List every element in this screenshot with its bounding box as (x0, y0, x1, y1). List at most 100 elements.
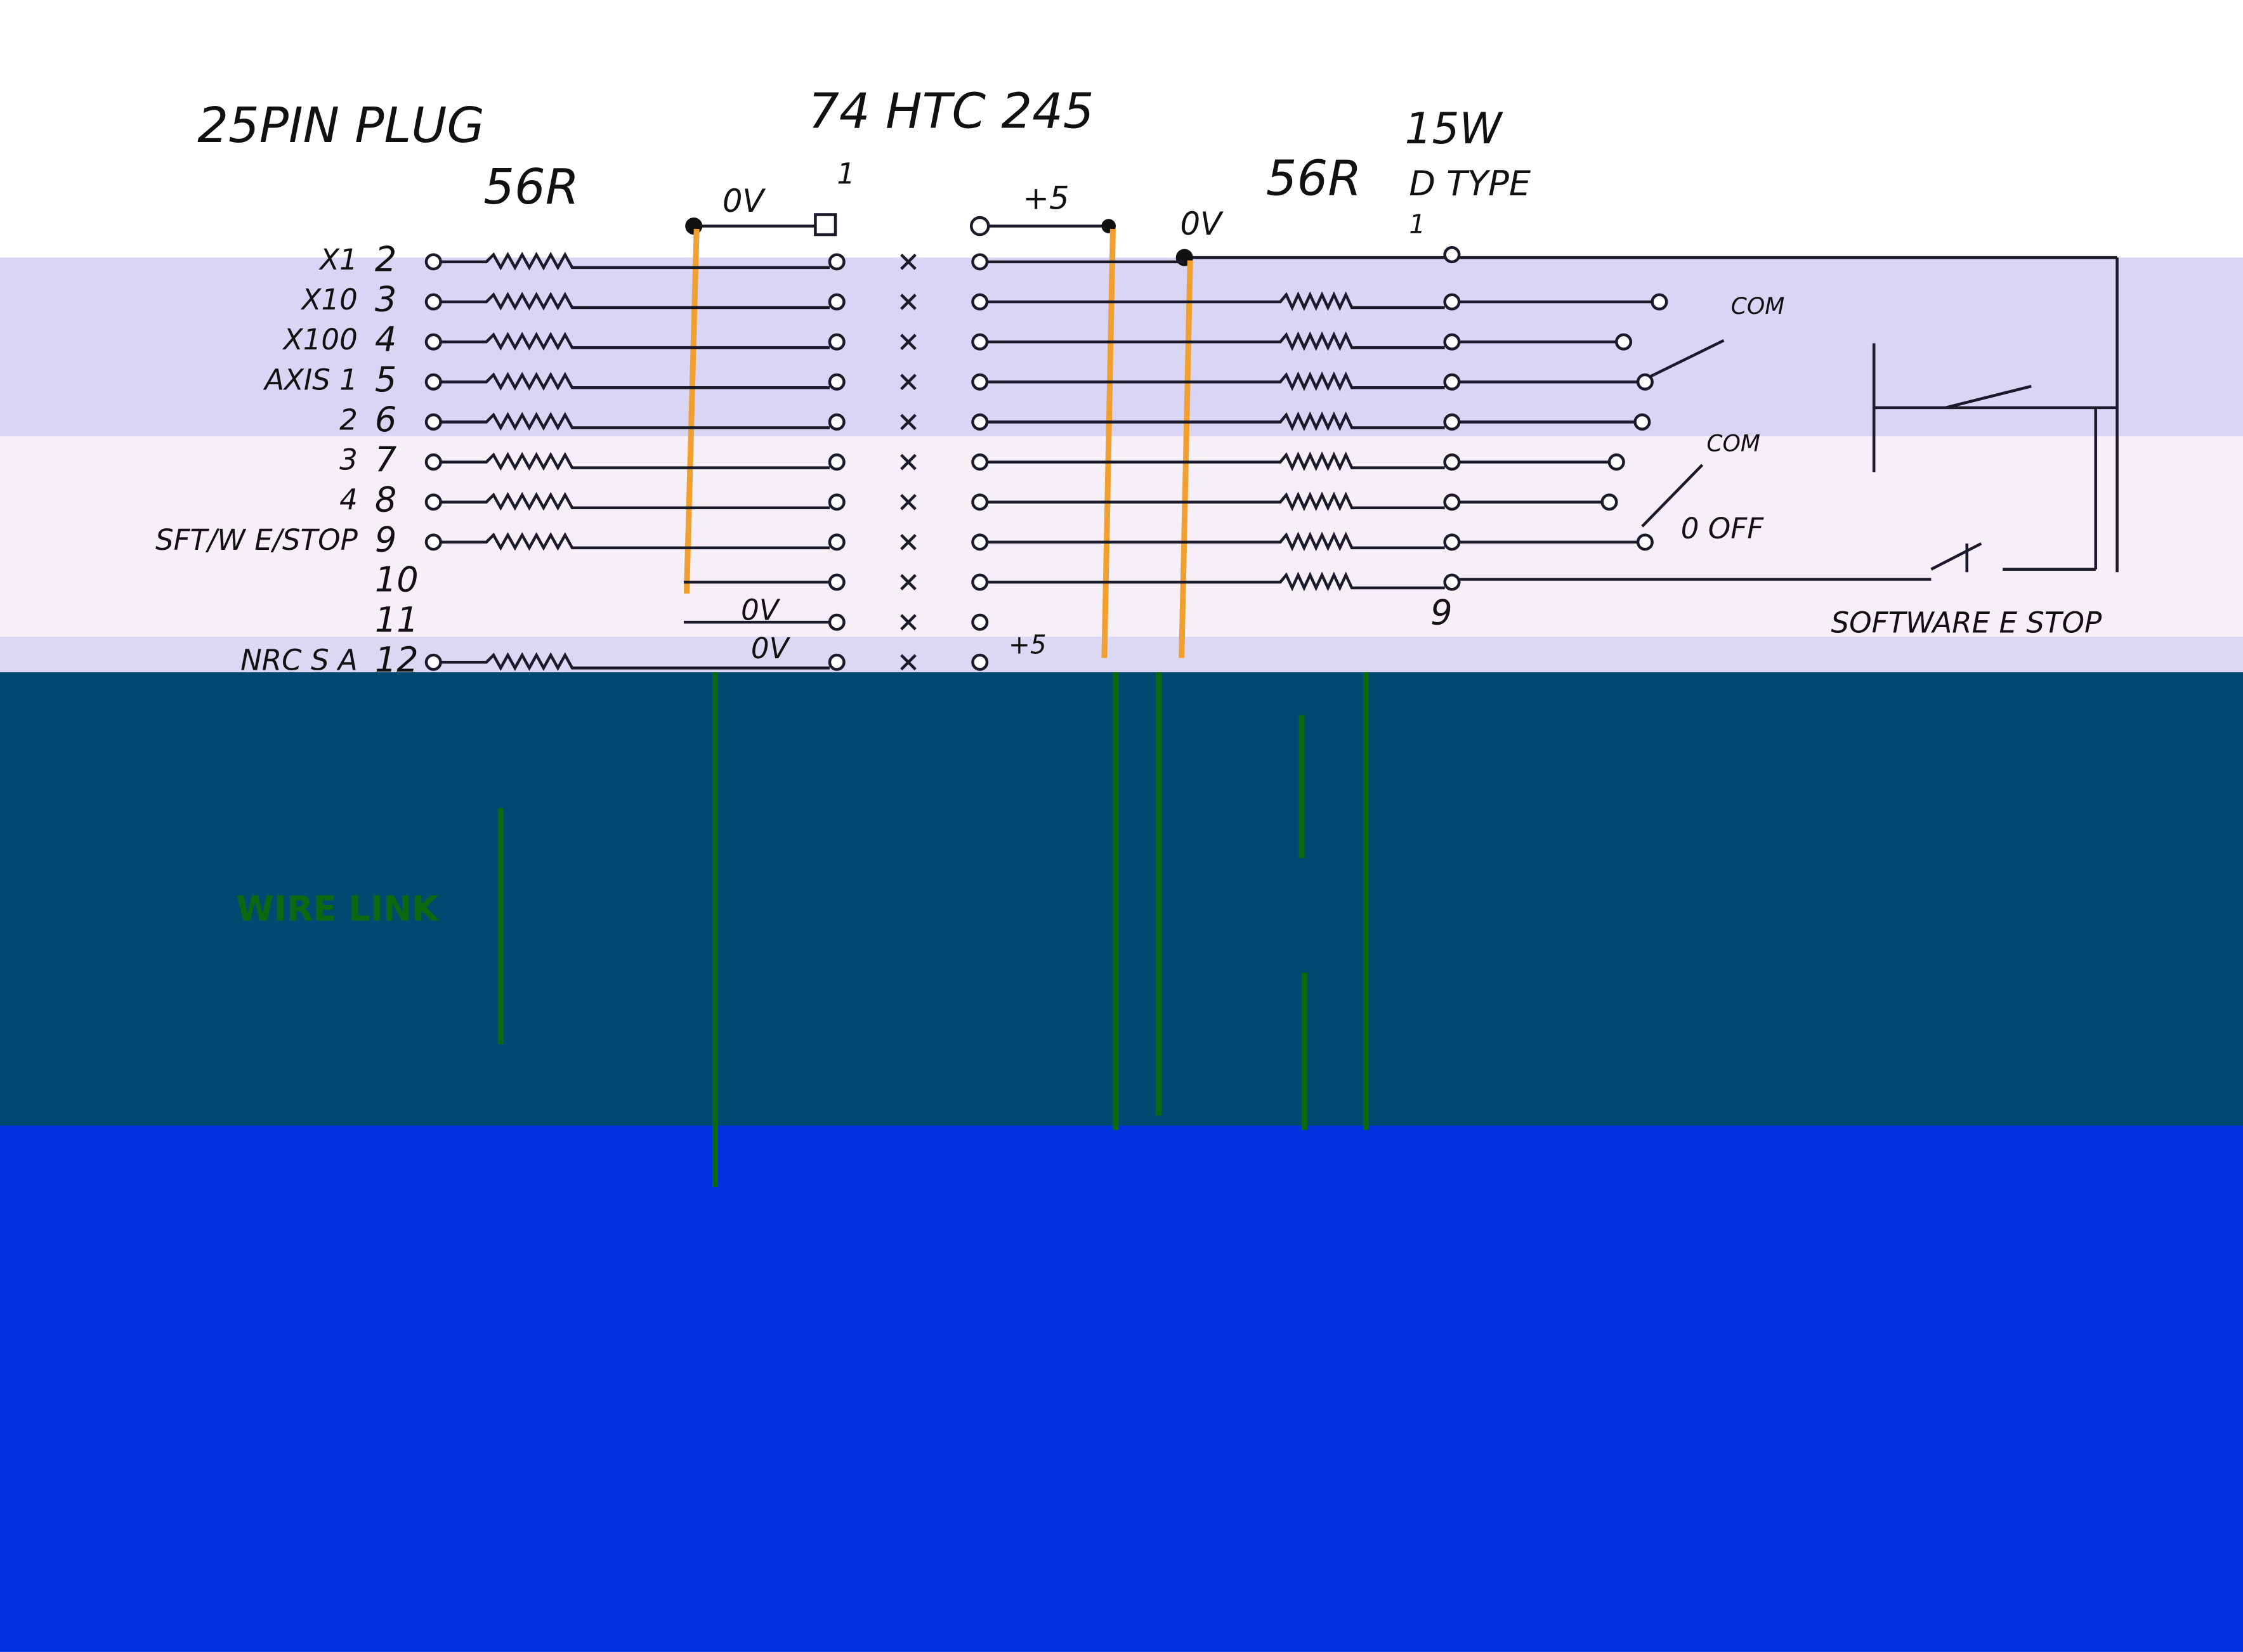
resistor (440, 332, 830, 351)
node (1443, 333, 1461, 351)
pin-number: 8 (375, 479, 396, 519)
node (1443, 373, 1461, 391)
node (424, 453, 442, 471)
node (1443, 246, 1461, 264)
rail-label: 0V (723, 183, 766, 219)
node (1443, 533, 1461, 551)
node (971, 573, 989, 591)
node (424, 413, 442, 431)
node (1633, 413, 1651, 431)
pin-number: 5 (375, 360, 396, 400)
node (1607, 453, 1625, 471)
pin-number: 10 (375, 560, 419, 600)
no-connect (900, 413, 917, 431)
switch-label: COM (1731, 293, 1785, 320)
node (971, 253, 989, 271)
node (828, 653, 846, 671)
node (828, 493, 846, 511)
note: WIRE LINK (236, 888, 440, 928)
node (971, 293, 989, 311)
node (971, 613, 989, 631)
resistor (987, 451, 1445, 471)
resistor (987, 491, 1445, 512)
node (424, 293, 442, 311)
pin-name: NRC S A (240, 643, 358, 677)
node (424, 373, 442, 391)
resistor (440, 251, 830, 271)
node (1443, 293, 1461, 311)
pin-name: 3 (339, 443, 358, 477)
resistor (440, 372, 830, 391)
node (828, 373, 846, 391)
resistor (987, 371, 1445, 391)
band (0, 436, 2243, 637)
node (1636, 373, 1654, 391)
resistor (987, 291, 1445, 311)
pin-name: X100 (282, 323, 358, 356)
pin-number: 7 (375, 439, 396, 479)
node (971, 373, 989, 391)
node (1600, 493, 1618, 511)
no-connect (900, 493, 917, 511)
band (0, 672, 2243, 1130)
node (971, 533, 989, 551)
no-connect (900, 374, 917, 391)
node (971, 493, 989, 511)
resistor (440, 652, 830, 671)
pin-number: 6 (375, 400, 396, 439)
pin-number: 2 (375, 240, 396, 280)
pin-name: X10 (300, 283, 357, 316)
no-connect (900, 334, 917, 351)
no-connect (900, 533, 917, 550)
pin-number: 9 (375, 520, 396, 560)
node (828, 533, 846, 551)
pin-square (814, 213, 837, 237)
resistor (987, 571, 1445, 592)
pin-label: 1 (1409, 209, 1425, 239)
no-connect (900, 294, 917, 310)
node (1615, 333, 1633, 351)
rail-label: 0V (1180, 205, 1224, 242)
wire (693, 224, 2119, 581)
node (828, 333, 846, 351)
node (969, 216, 990, 237)
node (828, 573, 846, 591)
title: 25PIN PLUG (197, 98, 485, 154)
link-wire (497, 672, 1370, 1187)
resistor (987, 531, 1445, 552)
resistor-label: 56R (1266, 151, 1362, 207)
node (828, 613, 846, 631)
rail-label: 0V (751, 632, 791, 665)
node (971, 653, 989, 671)
no-connect (900, 654, 917, 671)
band (0, 1125, 2243, 1652)
node (971, 413, 989, 431)
switch-label: 0 OFF (1681, 512, 1764, 545)
no-connect (900, 614, 917, 631)
pin-number: 4 (375, 320, 396, 360)
node (1443, 493, 1461, 511)
node (828, 413, 846, 431)
node (424, 253, 442, 271)
node (424, 653, 442, 671)
resistor-label: 56R (483, 159, 579, 216)
pin-label: 1 (837, 157, 855, 191)
pin-label: 9 (1430, 593, 1452, 633)
resistor (440, 531, 830, 551)
resistor (440, 452, 830, 471)
node (828, 253, 846, 271)
pin-number: 3 (375, 280, 396, 320)
band (0, 636, 2243, 677)
no-connect (900, 574, 917, 590)
node (1443, 413, 1461, 431)
node (1443, 453, 1461, 471)
no-connect (900, 453, 917, 471)
chip-label: 74 HTC 245 (808, 84, 1094, 140)
no-connect (900, 253, 917, 270)
connector-label: D TYPE (1409, 164, 1531, 204)
rail-label: +5 (1023, 179, 1069, 216)
node (971, 333, 989, 351)
band (0, 257, 2243, 436)
